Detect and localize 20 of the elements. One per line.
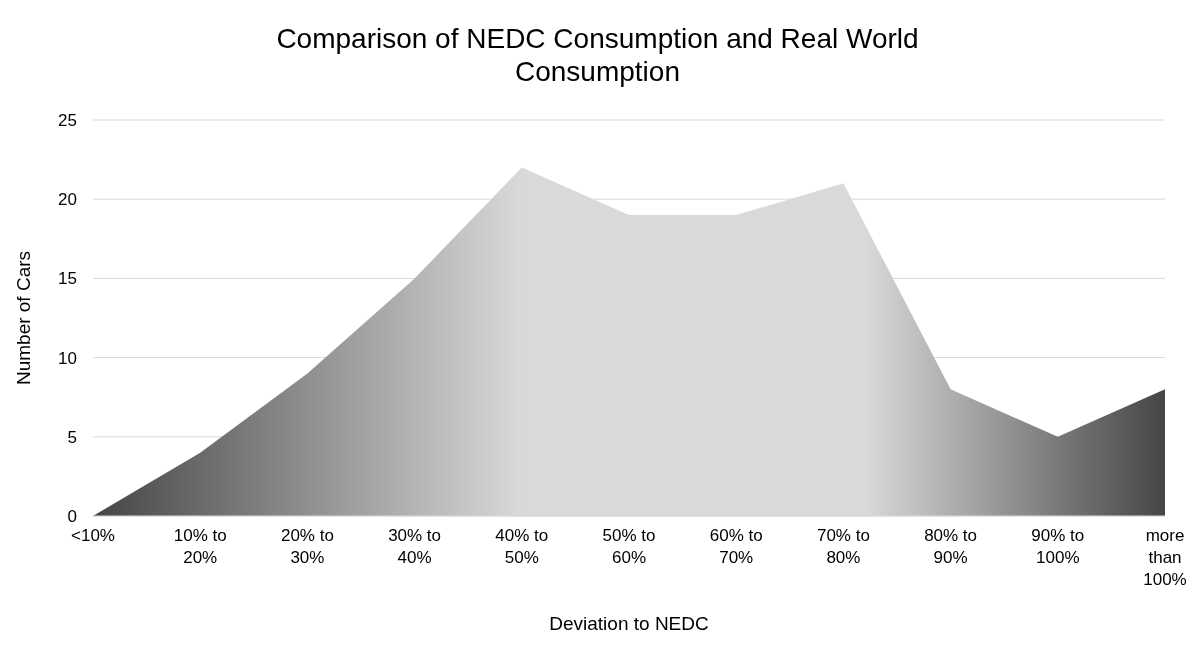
x-tick-label: 90% to 100% bbox=[1031, 526, 1085, 567]
y-axis-title: Number of Cars bbox=[13, 250, 34, 386]
x-tick-label: 50% to 60% bbox=[602, 526, 656, 567]
y-tick-label: 5 bbox=[67, 427, 77, 447]
x-tick-label: more than 100% bbox=[1143, 526, 1187, 589]
x-tick-label: 40% to 50% bbox=[495, 526, 549, 567]
x-tick-label: 60% to 70% bbox=[709, 526, 763, 567]
x-tick-label: 80% to 90% bbox=[924, 526, 978, 567]
y-tick-label: 15 bbox=[58, 269, 77, 289]
x-tick-label: 70% to 80% bbox=[816, 526, 870, 567]
y-tick-label: 25 bbox=[58, 110, 77, 130]
x-tick-label: <10% bbox=[71, 526, 115, 545]
chart-title: Comparison of NEDC Consumption and Real World Consumption bbox=[276, 23, 919, 87]
y-tick-label: 20 bbox=[58, 190, 77, 210]
x-axis-title: Deviation to NEDC bbox=[549, 613, 709, 634]
x-tick-label: 10% to 20% bbox=[173, 526, 227, 567]
x-tick-label: 30% to 40% bbox=[388, 526, 442, 567]
y-tick-label: 10 bbox=[58, 348, 77, 368]
x-tick-label: 20% to 30% bbox=[280, 526, 334, 567]
y-tick-label: 0 bbox=[67, 506, 77, 526]
